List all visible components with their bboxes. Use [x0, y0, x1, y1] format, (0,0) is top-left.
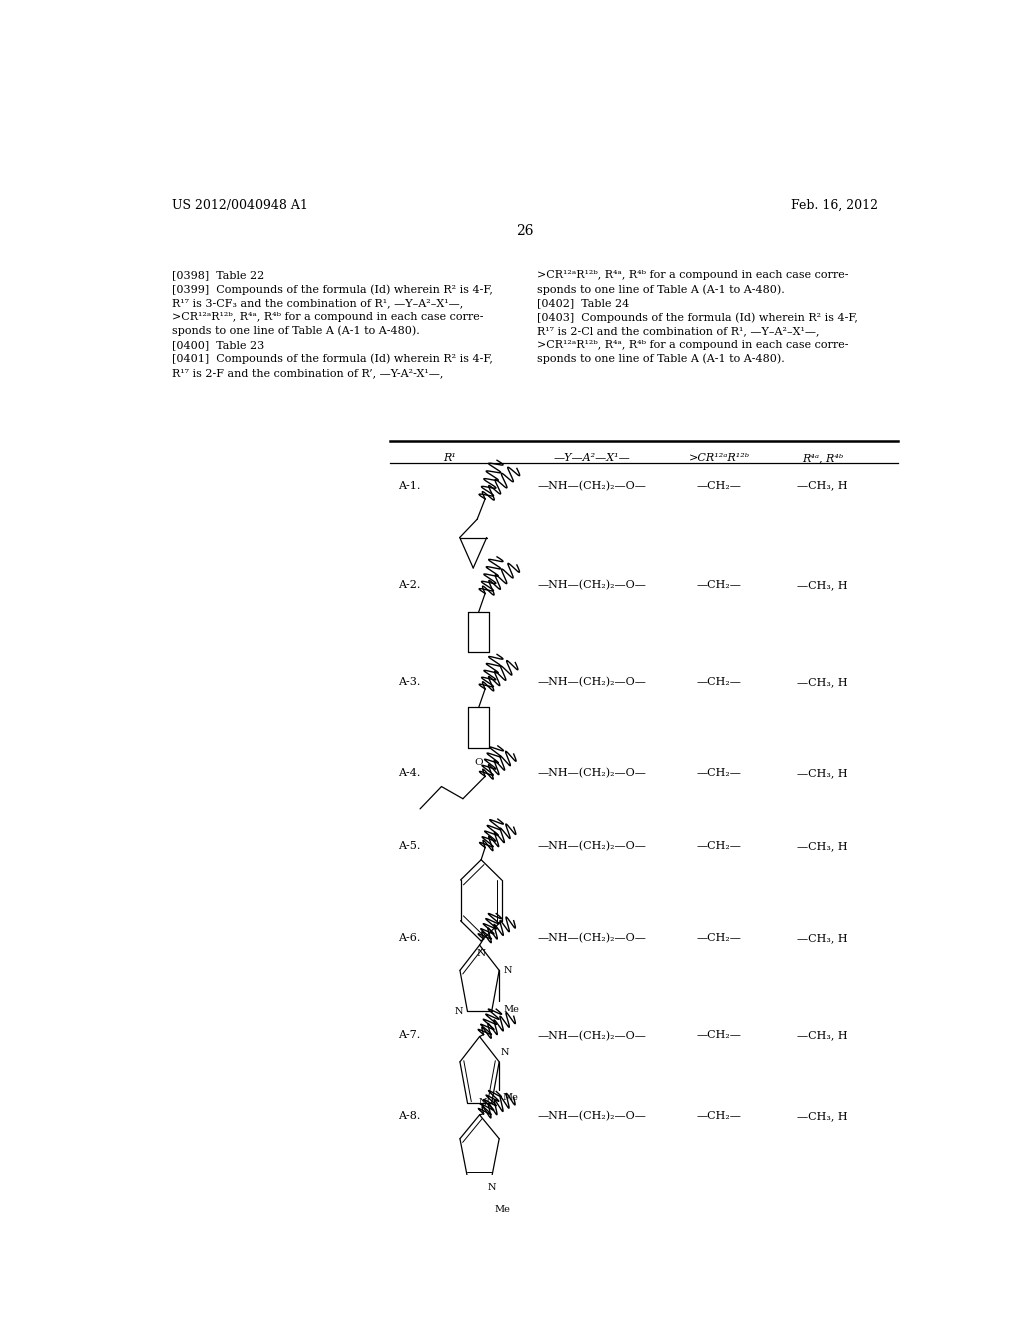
Text: —NH—(CH₂)₂—O—: —NH—(CH₂)₂—O—: [538, 933, 647, 944]
Text: 26: 26: [516, 224, 534, 239]
Text: O: O: [474, 758, 483, 767]
Text: R¹: R¹: [443, 453, 456, 463]
Text: N: N: [501, 1048, 509, 1057]
Text: A-3.: A-3.: [397, 677, 420, 686]
Text: —CH₂—: —CH₂—: [696, 768, 741, 779]
Text: —CH₂—: —CH₂—: [696, 677, 741, 686]
Text: —CH₃, H: —CH₃, H: [797, 841, 848, 851]
Text: A-5.: A-5.: [397, 841, 420, 851]
Text: —CH₃, H: —CH₃, H: [797, 480, 848, 491]
Text: N: N: [476, 949, 485, 958]
Text: N: N: [487, 1184, 496, 1192]
Text: —CH₂—: —CH₂—: [696, 581, 741, 590]
Text: >CR¹²ᵃR¹²ᵇ, R⁴ᵃ, R⁴ᵇ for a compound in each case corre-
sponds to one line of Ta: >CR¹²ᵃR¹²ᵇ, R⁴ᵃ, R⁴ᵇ for a compound in e…: [537, 271, 857, 364]
Text: —CH₃, H: —CH₃, H: [797, 1031, 848, 1040]
Text: R⁴ᵃ, R⁴ᵇ: R⁴ᵃ, R⁴ᵇ: [802, 453, 843, 463]
Text: Me: Me: [495, 1205, 511, 1214]
Text: —CH₃, H: —CH₃, H: [797, 768, 848, 779]
Text: —CH₃, H: —CH₃, H: [797, 933, 848, 942]
Text: [0398]  Table 22
[0399]  Compounds of the formula (Id) wherein R² is 4-F,
R¹⁷ is: [0398] Table 22 [0399] Compounds of the …: [172, 271, 493, 378]
Text: —NH—(CH₂)₂—O—: —NH—(CH₂)₂—O—: [538, 677, 647, 688]
Text: —CH₂—: —CH₂—: [696, 933, 741, 942]
Text: —CH₂—: —CH₂—: [696, 1110, 741, 1121]
Text: US 2012/0040948 A1: US 2012/0040948 A1: [172, 199, 307, 213]
Text: —Y—A²—X¹—: —Y—A²—X¹—: [554, 453, 631, 463]
Text: —CH₂—: —CH₂—: [696, 841, 741, 851]
Text: >CR¹²ᵃR¹²ᵇ: >CR¹²ᵃR¹²ᵇ: [688, 453, 750, 463]
Text: —NH—(CH₂)₂—O—: —NH—(CH₂)₂—O—: [538, 841, 647, 851]
Text: N: N: [478, 1098, 487, 1107]
Text: A-7.: A-7.: [397, 1031, 420, 1040]
Text: —NH—(CH₂)₂—O—: —NH—(CH₂)₂—O—: [538, 581, 647, 590]
Text: A-1.: A-1.: [397, 480, 420, 491]
Text: —NH—(CH₂)₂—O—: —NH—(CH₂)₂—O—: [538, 1031, 647, 1040]
Text: —CH₂—: —CH₂—: [696, 1031, 741, 1040]
Text: —NH—(CH₂)₂—O—: —NH—(CH₂)₂—O—: [538, 1110, 647, 1121]
Text: N: N: [455, 1007, 464, 1016]
Text: A-4.: A-4.: [397, 768, 420, 779]
Text: A-6.: A-6.: [397, 933, 420, 942]
Text: —NH—(CH₂)₂—O—: —NH—(CH₂)₂—O—: [538, 480, 647, 491]
Text: N: N: [503, 966, 512, 975]
Text: —CH₃, H: —CH₃, H: [797, 581, 848, 590]
Text: Me: Me: [503, 1093, 518, 1102]
Text: A-2.: A-2.: [397, 581, 420, 590]
Text: A-8.: A-8.: [397, 1110, 420, 1121]
Text: —CH₂—: —CH₂—: [696, 480, 741, 491]
Text: —CH₃, H: —CH₃, H: [797, 1110, 848, 1121]
Text: —NH—(CH₂)₂—O—: —NH—(CH₂)₂—O—: [538, 768, 647, 779]
Text: Me: Me: [503, 1005, 519, 1014]
Text: Feb. 16, 2012: Feb. 16, 2012: [791, 199, 878, 213]
Text: —CH₃, H: —CH₃, H: [797, 677, 848, 686]
